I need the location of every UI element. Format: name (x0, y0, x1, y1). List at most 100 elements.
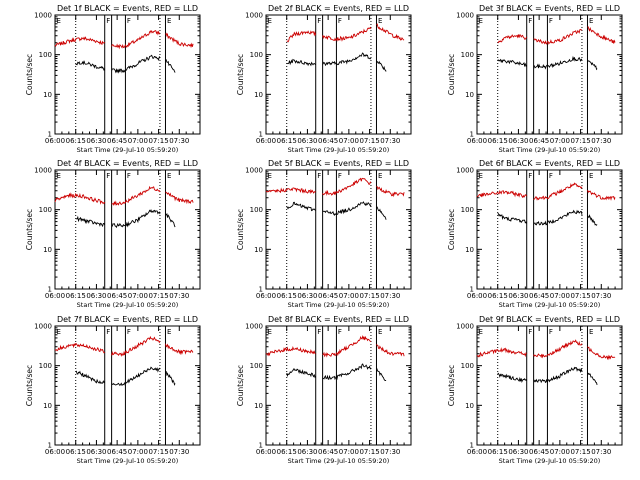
x-tick-label: 06:00 (467, 137, 487, 145)
flag-label: E (378, 172, 382, 180)
x-tick-label: 07:00 (550, 137, 570, 145)
flag-label: F (549, 328, 553, 336)
x-tick-label: 07:15 (359, 448, 379, 456)
x-tick-label: 06:30 (86, 292, 106, 300)
y-axis-label: Counts/sec (236, 365, 245, 406)
events-series-line (286, 201, 387, 220)
lld-series-line (476, 182, 616, 201)
events-series-line (75, 208, 176, 229)
x-tick-label: 07:30 (380, 292, 400, 300)
x-tick-label: 07:15 (359, 292, 379, 300)
x-axis-label: Start Time (29-Jul-10 05:59:20) (288, 301, 390, 309)
y-axis-label: Counts/sec (447, 209, 456, 250)
detector-panel: Det 2f BLACK = Events, RED = LLD 1 10 100 10… (236, 4, 412, 154)
y-axis-label: Counts/sec (25, 54, 34, 95)
y-tick-label: 100 (39, 362, 52, 370)
x-tick-label: 06:30 (297, 448, 317, 456)
x-tick-label: 07:30 (169, 448, 189, 456)
y-tick-label: 1 (48, 442, 52, 450)
x-tick-label: 06:45 (107, 292, 127, 300)
plot-frame (476, 14, 623, 135)
flag-label: E (589, 328, 593, 336)
x-tick-label: 06:00 (256, 137, 276, 145)
y-tick-label: 1 (259, 442, 263, 450)
x-tick-label: 06:30 (297, 137, 317, 145)
y-tick-label: 1000 (245, 12, 263, 20)
y-tick-label: 10 (43, 91, 52, 99)
x-tick-label: 07:30 (591, 137, 611, 145)
x-tick-label: 07:00 (128, 137, 148, 145)
events-series-line (497, 366, 598, 386)
flag-label: E (167, 328, 171, 336)
flag-label: F (549, 172, 553, 180)
x-tick-label: 06:00 (45, 448, 65, 456)
y-axis-label: Counts/sec (25, 209, 34, 250)
detector-panel: Det 7f BLACK = Events, RED = LLD 1 10 100 10… (25, 315, 201, 465)
chart-title: Det 8f BLACK = Events, RED = LLD (268, 315, 409, 324)
events-series-line (75, 366, 176, 387)
x-tick-label: 06:15 (277, 292, 297, 300)
x-axis-label: Start Time (29-Jul-10 05:59:20) (77, 457, 179, 465)
y-tick-label: 100 (461, 51, 474, 59)
x-tick-label: 06:45 (529, 292, 549, 300)
x-tick-label: 07:30 (169, 292, 189, 300)
chart-title: Det 4f BLACK = Events, RED = LLD (57, 159, 198, 168)
x-tick-label: 07:15 (570, 448, 590, 456)
detector-panel: Det 6f BLACK = Events, RED = LLD 1 10 100 10… (447, 159, 623, 309)
x-tick-label: 07:30 (380, 448, 400, 456)
x-tick-label: 06:30 (508, 448, 528, 456)
y-tick-label: 10 (465, 402, 474, 410)
x-tick-label: 06:15 (277, 137, 297, 145)
x-tick-label: 07:30 (591, 292, 611, 300)
y-tick-label: 1000 (456, 12, 474, 20)
chart-title: Det 3f BLACK = Events, RED = LLD (479, 4, 620, 13)
x-tick-label: 06:00 (45, 292, 65, 300)
y-tick-label: 100 (250, 206, 263, 214)
lld-series-line (265, 177, 405, 198)
x-tick-label: 06:00 (256, 448, 276, 456)
lld-series-line (286, 23, 405, 43)
x-axis-label: Start Time (29-Jul-10 05:59:20) (499, 146, 601, 154)
detector-panel: Det 8f BLACK = Events, RED = LLD 1 10 100 10… (236, 315, 412, 465)
flag-label: E (268, 17, 272, 25)
x-tick-label: 06:30 (508, 292, 528, 300)
chart-title: Det 1f BLACK = Events, RED = LLD (57, 4, 198, 13)
y-tick-label: 10 (43, 402, 52, 410)
x-tick-label: 06:15 (277, 448, 297, 456)
flag-label: E (589, 17, 593, 25)
x-tick-label: 07:15 (359, 137, 379, 145)
flag-label: F (127, 328, 131, 336)
x-tick-label: 06:15 (488, 137, 508, 145)
x-tick-label: 06:15 (488, 292, 508, 300)
flag-label: E (378, 328, 382, 336)
x-tick-label: 07:15 (570, 292, 590, 300)
detector-panel: Det 3f BLACK = Events, RED = LLD 1 10 100 10… (447, 4, 623, 154)
x-tick-label: 06:00 (45, 137, 65, 145)
lld-series-line (54, 335, 194, 357)
y-tick-label: 1000 (245, 323, 263, 331)
y-tick-label: 100 (461, 362, 474, 370)
x-tick-label: 07:00 (339, 292, 359, 300)
y-tick-label: 1000 (34, 12, 52, 20)
y-tick-label: 1000 (245, 167, 263, 175)
y-tick-label: 1000 (34, 323, 52, 331)
y-tick-label: 1 (470, 131, 474, 139)
y-tick-label: 10 (254, 91, 263, 99)
flag-label: F (338, 172, 342, 180)
x-tick-label: 06:00 (467, 448, 487, 456)
plot-frame (476, 325, 623, 446)
flag-label: E (479, 172, 483, 180)
x-tick-label: 06:30 (297, 292, 317, 300)
flag-label: E (268, 172, 272, 180)
x-tick-label: 07:15 (148, 137, 168, 145)
y-tick-label: 100 (39, 51, 52, 59)
x-tick-label: 07:30 (591, 448, 611, 456)
x-tick-label: 07:00 (550, 448, 570, 456)
x-axis-label: Start Time (29-Jul-10 05:59:20) (77, 146, 179, 154)
flag-label: F (317, 17, 321, 25)
flag-label: F (317, 328, 321, 336)
lld-series-line (265, 334, 405, 358)
y-tick-label: 1 (48, 131, 52, 139)
y-axis-label: Counts/sec (236, 54, 245, 95)
y-tick-label: 10 (254, 402, 263, 410)
